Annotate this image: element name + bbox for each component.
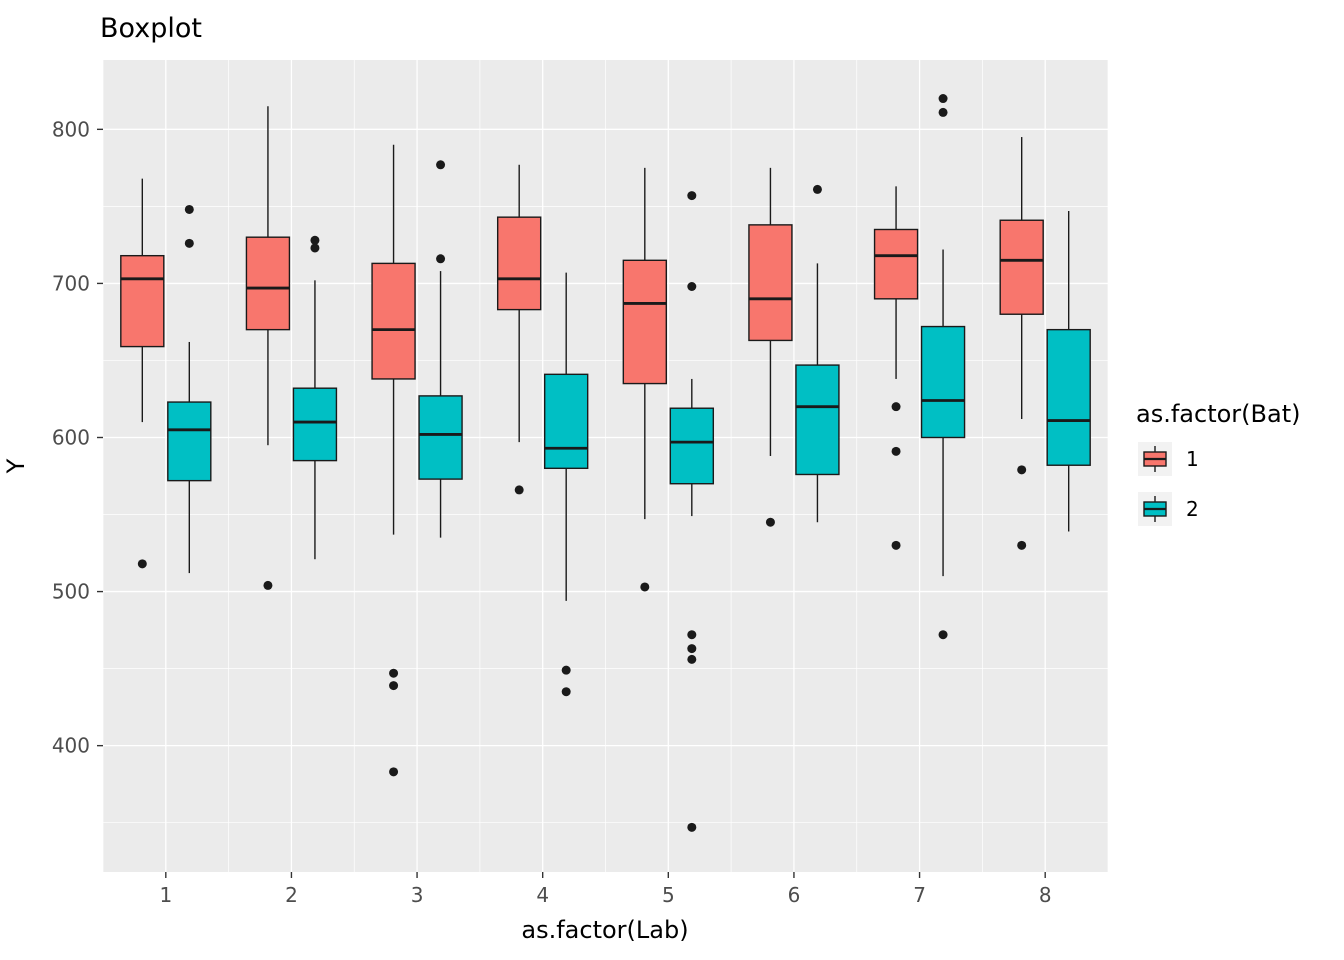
outlier-point (687, 281, 697, 291)
outlier-point (263, 580, 273, 590)
iqr-box (371, 262, 416, 380)
iqr-box (496, 216, 542, 311)
axis-ticks: 400 500 600 700 800 1 2 3 4 5 6 7 8 (52, 117, 1052, 907)
x-tick-label: 1 (159, 883, 172, 907)
outlier-point (938, 94, 948, 104)
iqr-box (120, 254, 165, 348)
box-lab8-bat2 (1046, 210, 1091, 532)
outlier-point (1017, 540, 1027, 550)
box-lab4-bat2 (543, 272, 589, 697)
outlier-point (765, 517, 775, 527)
iqr-box (748, 224, 793, 342)
box-lab6-bat1 (748, 167, 793, 527)
iqr-box (622, 259, 668, 385)
iqr-box (873, 228, 919, 300)
outlier-point (640, 582, 650, 592)
y-axis-title: Y (2, 458, 30, 474)
outlier-point (184, 238, 194, 248)
box-lab4-bat1 (496, 164, 542, 495)
outlier-point (1017, 465, 1027, 475)
box-lab2-bat1 (245, 106, 291, 590)
box-lab5-bat2 (669, 191, 715, 832)
iqr-box (795, 364, 840, 476)
x-tick-label: 4 (536, 883, 549, 907)
legend: as.factor(Bat) 1 2 (1136, 400, 1300, 526)
outlier-point (436, 254, 446, 264)
outlier-point (891, 446, 901, 456)
outlier-point (891, 540, 901, 550)
x-axis-title: as.factor(Lab) (521, 916, 688, 944)
outlier-point (514, 485, 524, 495)
outlier-point (938, 630, 948, 640)
y-tick-label: 800 (52, 117, 90, 141)
outlier-point (687, 191, 697, 201)
y-tick-label: 600 (52, 425, 90, 449)
box-lab6-bat2 (795, 184, 840, 523)
box-lab8-bat1 (999, 137, 1044, 550)
boxplot-boxes (120, 94, 1091, 832)
box-lab2-bat2 (292, 235, 338, 560)
iqr-box (418, 395, 463, 480)
x-tick-label: 2 (285, 883, 298, 907)
iqr-box (292, 387, 338, 462)
legend-label-bat2: 2 (1186, 497, 1199, 521)
x-tick-label: 3 (411, 883, 424, 907)
iqr-box (543, 373, 589, 470)
iqr-box (1046, 328, 1091, 466)
outlier-point (184, 204, 194, 214)
outlier-point (561, 665, 571, 675)
box-lab5-bat1 (622, 167, 668, 592)
y-tick-label: 500 (52, 580, 90, 604)
legend-key-bat1: 1 (1138, 442, 1199, 476)
box-lab7-bat2 (920, 94, 966, 640)
box-lab3-bat2 (418, 160, 463, 538)
chart-title: Boxplot (100, 13, 202, 44)
outlier-point (436, 160, 446, 170)
outlier-point (812, 184, 822, 194)
outlier-point (561, 687, 571, 697)
outlier-point (891, 402, 901, 412)
box-lab3-bat1 (371, 144, 416, 777)
legend-label-bat1: 1 (1186, 447, 1199, 471)
legend-title: as.factor(Bat) (1136, 400, 1300, 428)
box-lab1-bat2 (167, 204, 212, 574)
outlier-point (389, 681, 399, 691)
y-tick-label: 400 (52, 734, 90, 758)
outlier-point (938, 107, 948, 117)
outlier-point (310, 235, 320, 245)
y-tick-label: 700 (52, 271, 90, 295)
iqr-box (245, 236, 291, 331)
outlier-point (687, 644, 697, 654)
outlier-point (389, 767, 399, 777)
legend-key-bat2: 2 (1138, 492, 1199, 526)
outlier-point (389, 668, 399, 678)
x-tick-label: 8 (1039, 883, 1052, 907)
box-lab1-bat1 (120, 178, 165, 569)
outlier-point (137, 559, 147, 569)
box-lab7-bat1 (873, 186, 919, 550)
outlier-point (310, 243, 320, 253)
iqr-box (167, 401, 212, 482)
outlier-point (687, 630, 697, 640)
outlier-point (687, 654, 697, 664)
x-tick-label: 5 (662, 883, 675, 907)
iqr-box (920, 325, 966, 439)
x-tick-label: 7 (913, 883, 926, 907)
iqr-box (999, 219, 1044, 315)
iqr-box (669, 407, 715, 485)
outlier-point (687, 822, 697, 832)
x-tick-label: 6 (788, 883, 801, 907)
